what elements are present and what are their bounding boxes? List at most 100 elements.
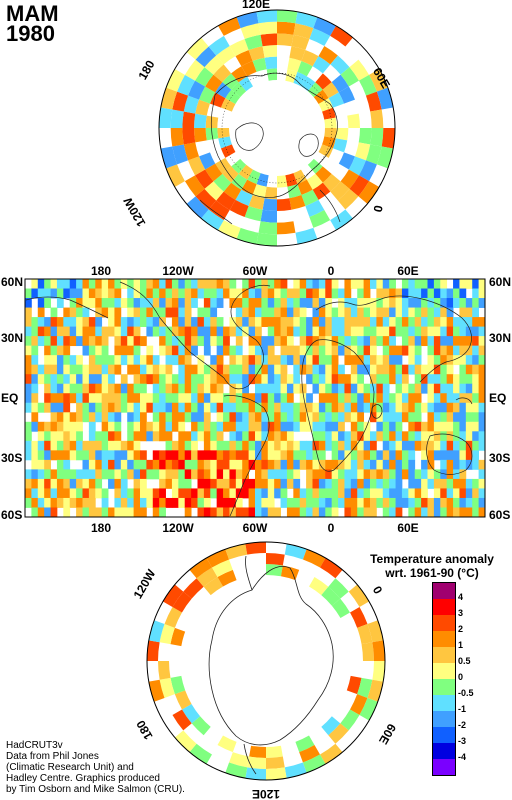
anomaly-cell <box>146 345 154 356</box>
anomaly-cell <box>95 488 103 499</box>
anomaly-cell <box>172 591 192 613</box>
anomaly-cell <box>25 421 32 432</box>
anomaly-cell <box>421 317 428 327</box>
anomaly-cell <box>350 336 358 347</box>
anomaly-cell <box>127 326 135 337</box>
anomaly-cell <box>140 421 147 432</box>
anomaly-cell <box>63 450 71 461</box>
anomaly-cell <box>140 507 147 517</box>
anomaly-cell <box>203 345 211 356</box>
anomaly-cell <box>95 459 103 470</box>
anomaly-cell <box>427 383 435 394</box>
anomaly-cell <box>331 317 339 327</box>
anomaly-cell <box>274 326 281 337</box>
anomaly-cell <box>25 317 32 327</box>
anomaly-cell <box>318 144 334 158</box>
anomaly-cell <box>63 279 71 289</box>
anomaly-cell <box>242 307 250 318</box>
anomaly-cell <box>306 317 313 327</box>
anomaly-cell <box>453 345 460 356</box>
anomaly-cell <box>205 115 219 128</box>
anomaly-cell <box>37 421 45 432</box>
anomaly-cell <box>191 716 211 736</box>
anomaly-cell <box>31 393 39 404</box>
anomaly-cell <box>76 383 83 394</box>
anomaly-cell <box>63 374 71 385</box>
anomaly-cell <box>88 402 96 413</box>
anomaly-cell <box>76 497 83 508</box>
anomaly-cell <box>261 279 269 289</box>
anomaly-cell <box>248 288 256 299</box>
anomaly-cell <box>44 298 51 308</box>
anomaly-cell <box>330 181 350 201</box>
anomaly-cell <box>210 488 218 499</box>
anomaly-cell <box>82 279 90 289</box>
anomaly-cell <box>357 497 365 508</box>
anomaly-cell <box>133 488 141 499</box>
anomaly-cell <box>408 478 416 489</box>
anomaly-cell <box>140 469 147 480</box>
anomaly-cell <box>231 173 248 190</box>
anomaly-cell <box>191 326 198 337</box>
anomaly-cell <box>44 345 51 356</box>
anomaly-cell <box>478 317 485 327</box>
anomaly-cell <box>340 67 359 87</box>
anomaly-cell <box>44 507 51 517</box>
anomaly-cell <box>312 355 320 366</box>
anomaly-cell <box>440 421 448 432</box>
anomaly-cell <box>357 478 365 489</box>
anomaly-cell <box>133 307 141 318</box>
anomaly-cell <box>401 364 409 375</box>
anomaly-cell <box>465 355 473 366</box>
anomaly-cell <box>127 298 135 308</box>
anomaly-cell <box>293 421 301 432</box>
anomaly-cell <box>350 440 358 451</box>
anomaly-cell <box>184 326 192 337</box>
anomaly-cell <box>401 345 409 356</box>
anomaly-cell <box>465 488 473 499</box>
anomaly-cell <box>140 383 147 394</box>
anomaly-cell <box>248 507 256 517</box>
credit-text: HadCRUT3v Data from Phil Jones (Climatic… <box>6 740 185 795</box>
anomaly-cell <box>203 336 211 347</box>
anomaly-cell <box>120 507 128 517</box>
anomaly-cell <box>433 345 441 356</box>
anomaly-cell <box>306 288 313 299</box>
anomaly-cell <box>255 288 262 299</box>
anomaly-cell <box>165 298 173 308</box>
anomaly-cell <box>472 440 480 451</box>
anomaly-cell <box>44 431 51 442</box>
anomaly-cell <box>127 383 135 394</box>
anomaly-cell <box>101 326 109 337</box>
anomaly-cell <box>197 412 205 423</box>
anomaly-cell <box>127 402 135 413</box>
anomaly-cell <box>244 34 263 51</box>
anomaly-cell <box>395 298 403 308</box>
legend-swatch <box>432 647 456 663</box>
anomaly-cell <box>56 288 64 299</box>
anomaly-cell <box>280 497 288 508</box>
anomaly-cell <box>370 307 377 318</box>
anomaly-cell <box>178 478 186 489</box>
anomaly-cell <box>170 675 186 695</box>
anomaly-cell <box>82 469 90 480</box>
anomaly-cell <box>44 421 51 432</box>
anomaly-cell <box>159 364 166 375</box>
anomaly-cell <box>459 298 467 308</box>
anomaly-cell <box>63 459 71 470</box>
anomaly-cell <box>376 497 384 508</box>
anomaly-cell <box>171 298 179 308</box>
anomaly-cell <box>108 478 115 489</box>
anomaly-cell <box>108 450 115 461</box>
anomaly-cell <box>376 307 384 318</box>
anomaly-cell <box>44 497 51 508</box>
anomaly-cell <box>274 307 281 318</box>
anomaly-cell <box>433 336 441 347</box>
anomaly-cell <box>376 146 394 169</box>
anomaly-cell <box>203 402 211 413</box>
anomaly-cell <box>63 355 71 366</box>
anomaly-cell <box>50 307 58 318</box>
anomaly-cell <box>184 478 192 489</box>
anomaly-cell <box>440 497 448 508</box>
anomaly-cell <box>338 345 345 356</box>
